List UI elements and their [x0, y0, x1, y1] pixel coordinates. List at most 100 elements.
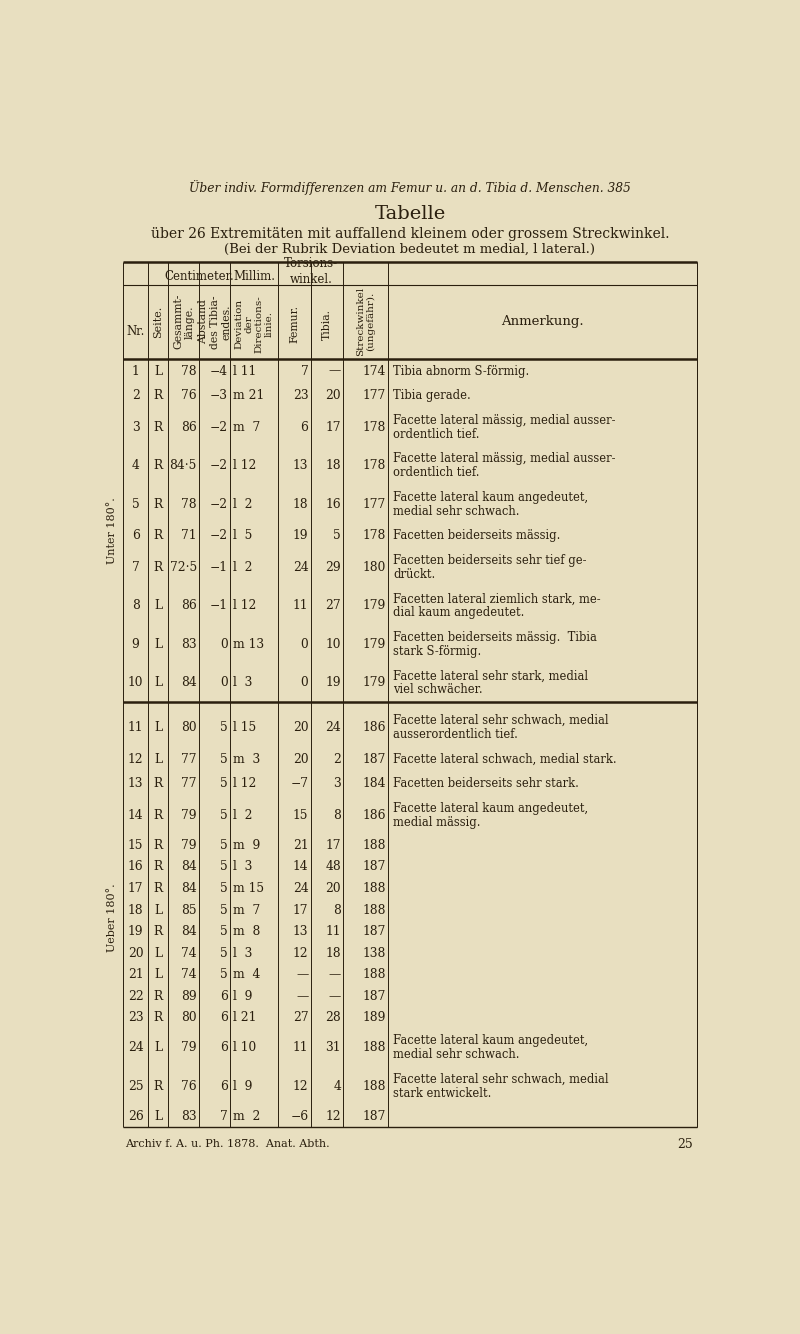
Text: 18: 18: [326, 947, 341, 959]
Text: 14: 14: [293, 860, 309, 874]
Text: L: L: [154, 903, 162, 916]
Text: medial sehr schwach.: medial sehr schwach.: [393, 504, 519, 518]
Text: —: —: [329, 364, 341, 378]
Text: Facetten lateral ziemlich stark, me-: Facetten lateral ziemlich stark, me-: [393, 592, 601, 606]
Text: Nr.: Nr.: [126, 324, 145, 338]
Text: 31: 31: [326, 1042, 341, 1054]
Text: L: L: [154, 638, 162, 651]
Text: 18: 18: [326, 459, 341, 472]
Text: stark entwickelt.: stark entwickelt.: [393, 1087, 491, 1099]
Text: —: —: [296, 990, 309, 1003]
Text: L: L: [154, 1042, 162, 1054]
Text: 76: 76: [182, 390, 197, 402]
Text: R: R: [154, 990, 162, 1003]
Text: Facette lateral mässig, medial ausser-: Facette lateral mässig, medial ausser-: [393, 452, 615, 466]
Text: 5: 5: [220, 722, 228, 734]
Text: Facette lateral mässig, medial ausser-: Facette lateral mässig, medial ausser-: [393, 414, 615, 427]
Text: −2: −2: [210, 420, 228, 434]
Text: 1: 1: [132, 364, 139, 378]
Text: 188: 188: [362, 1042, 386, 1054]
Text: viel schwächer.: viel schwächer.: [393, 683, 482, 696]
Text: 25: 25: [677, 1138, 693, 1151]
Text: m 13: m 13: [234, 638, 265, 651]
Text: Streckwinkel
(ungefähr).: Streckwinkel (ungefähr).: [356, 287, 376, 356]
Text: l 12: l 12: [234, 778, 257, 790]
Text: Über indiv. Formdifferenzen am Femur u. an d. Tibia d. Menschen. 385: Über indiv. Formdifferenzen am Femur u. …: [189, 180, 631, 195]
Text: 6: 6: [220, 1011, 228, 1025]
Text: m 15: m 15: [234, 882, 265, 895]
Text: 5: 5: [220, 860, 228, 874]
Text: 177: 177: [362, 390, 386, 402]
Text: Facette lateral sehr schwach, medial: Facette lateral sehr schwach, medial: [393, 1073, 609, 1086]
Text: 8: 8: [333, 903, 341, 916]
Text: l  9: l 9: [234, 1081, 253, 1093]
Text: 5: 5: [220, 752, 228, 766]
Text: 11: 11: [326, 924, 341, 938]
Text: Facette lateral sehr stark, medial: Facette lateral sehr stark, medial: [393, 670, 588, 683]
Text: −1: −1: [210, 560, 228, 574]
Text: 3: 3: [334, 778, 341, 790]
Text: 84: 84: [181, 882, 197, 895]
Text: Ueber 180°.: Ueber 180°.: [107, 883, 118, 952]
Text: Facette lateral kaum angedeutet,: Facette lateral kaum angedeutet,: [393, 802, 588, 815]
Text: Facette lateral kaum angedeutet,: Facette lateral kaum angedeutet,: [393, 1034, 588, 1047]
Text: L: L: [154, 599, 162, 612]
Text: Facetten beiderseits sehr tief ge-: Facetten beiderseits sehr tief ge-: [393, 554, 586, 567]
Text: ordentlich tief.: ordentlich tief.: [393, 466, 479, 479]
Text: 71: 71: [182, 530, 197, 543]
Text: 11: 11: [293, 599, 309, 612]
Text: l 10: l 10: [234, 1042, 257, 1054]
Text: Centimeter.: Centimeter.: [164, 269, 234, 283]
Text: R: R: [154, 839, 162, 852]
Text: l 12: l 12: [234, 459, 257, 472]
Text: 0: 0: [220, 676, 228, 690]
Text: 174: 174: [362, 364, 386, 378]
Text: medial sehr schwach.: medial sehr schwach.: [393, 1049, 519, 1062]
Text: −7: −7: [290, 778, 309, 790]
Text: 79: 79: [182, 1042, 197, 1054]
Text: ordentlich tief.: ordentlich tief.: [393, 428, 479, 440]
Text: 178: 178: [362, 530, 386, 543]
Text: 188: 188: [362, 839, 386, 852]
Text: −3: −3: [210, 390, 228, 402]
Text: m  7: m 7: [234, 903, 261, 916]
Text: Deviation
der
Directions-
linie.: Deviation der Directions- linie.: [234, 295, 274, 354]
Text: 5: 5: [220, 903, 228, 916]
Text: l 12: l 12: [234, 599, 257, 612]
Text: 4: 4: [132, 459, 139, 472]
Text: 178: 178: [362, 420, 386, 434]
Text: 11: 11: [293, 1042, 309, 1054]
Text: 24: 24: [293, 560, 309, 574]
Text: 89: 89: [181, 990, 197, 1003]
Text: 20: 20: [326, 390, 341, 402]
Text: 12: 12: [128, 752, 143, 766]
Text: 0: 0: [301, 638, 309, 651]
Text: 74: 74: [182, 968, 197, 982]
Text: m  8: m 8: [234, 924, 261, 938]
Text: 187: 187: [362, 1110, 386, 1123]
Text: 188: 188: [362, 903, 386, 916]
Text: 23: 23: [293, 390, 309, 402]
Text: 6: 6: [220, 990, 228, 1003]
Text: R: R: [154, 1011, 162, 1025]
Text: —: —: [296, 968, 309, 982]
Text: 6: 6: [132, 530, 139, 543]
Text: —: —: [329, 968, 341, 982]
Text: 19: 19: [128, 924, 143, 938]
Text: m  7: m 7: [234, 420, 261, 434]
Text: 179: 179: [362, 676, 386, 690]
Text: l  2: l 2: [234, 808, 253, 822]
Text: m 21: m 21: [234, 390, 265, 402]
Text: R: R: [154, 530, 162, 543]
Text: 12: 12: [293, 1081, 309, 1093]
Text: 83: 83: [182, 1110, 197, 1123]
Text: Tibia gerade.: Tibia gerade.: [393, 390, 470, 402]
Text: R: R: [154, 390, 162, 402]
Text: 5: 5: [220, 947, 228, 959]
Text: R: R: [154, 860, 162, 874]
Text: 18: 18: [128, 903, 143, 916]
Text: 25: 25: [128, 1081, 143, 1093]
Text: 80: 80: [182, 722, 197, 734]
Text: L: L: [154, 676, 162, 690]
Text: 12: 12: [293, 947, 309, 959]
